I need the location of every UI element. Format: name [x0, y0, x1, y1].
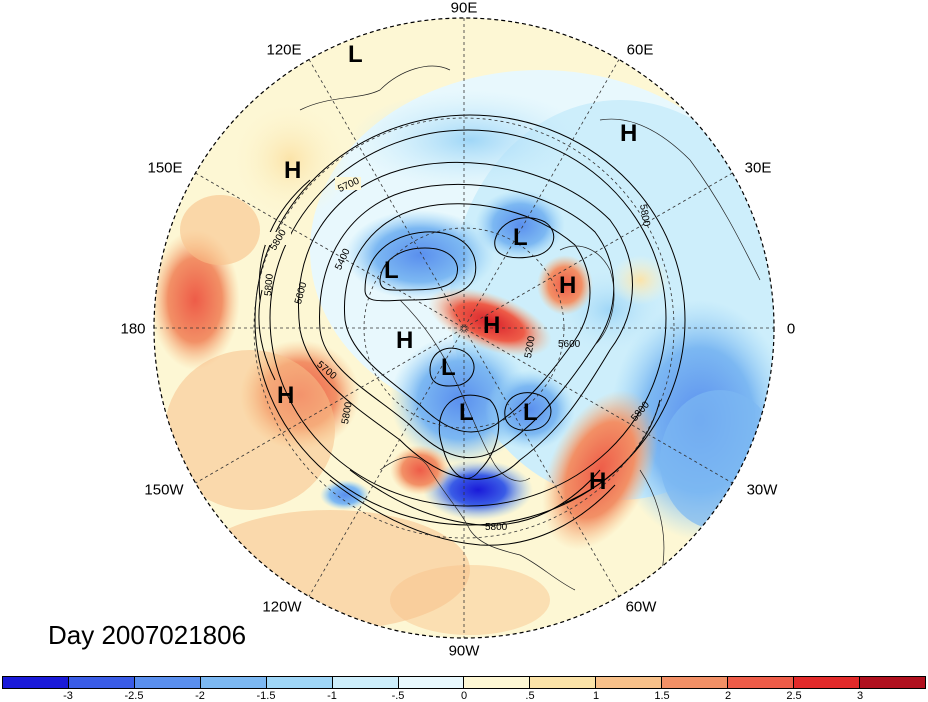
low-center-marker: L	[459, 399, 474, 426]
lon-label-120w: 120W	[262, 598, 302, 616]
high-center-marker: H	[620, 120, 637, 147]
colorbar-tick-label: -1	[327, 690, 337, 702]
colorbar-swatch	[266, 677, 333, 688]
lon-label-90w: 90W	[448, 642, 480, 660]
low-center-marker: L	[384, 257, 399, 284]
colorbar-tick-label: -2	[195, 690, 205, 702]
lon-label-60e: 60E	[626, 41, 654, 59]
colorbar-swatch	[794, 677, 860, 688]
contour-label: 5200	[523, 335, 538, 359]
high-center-marker: H	[483, 312, 500, 339]
contour-label: 5800	[340, 401, 355, 425]
lon-label-0: 0	[786, 320, 796, 338]
colorbar-tick-label: 2	[724, 690, 732, 702]
colorbar-swatch	[68, 677, 135, 688]
lon-label-150e: 150E	[147, 159, 183, 177]
colorbar-swatch	[134, 677, 201, 688]
lon-label-90e: 90E	[450, 0, 478, 17]
colorbar-tick-label: -2.5	[124, 690, 144, 702]
low-center-marker: L	[348, 41, 363, 68]
high-center-marker: H	[396, 327, 413, 354]
colorbar-swatch	[332, 677, 399, 688]
date-label: Day 2007021806	[48, 620, 247, 650]
anomaly-shading	[154, 18, 774, 638]
high-center-marker: H	[284, 157, 301, 184]
map-boundary	[153, 17, 775, 639]
colorbar-swatch	[859, 677, 925, 688]
lon-label-60w: 60W	[625, 598, 657, 616]
colorbar-tick-label: 1.5	[654, 690, 670, 702]
colorbar-tick-label: -.5	[391, 690, 405, 702]
pressure-centers: L H H L L H H H L H L L H	[277, 41, 637, 495]
contour-label: 5600	[558, 339, 581, 350]
colorbar-swatch	[596, 677, 663, 688]
colorbar-tick-label: .5	[525, 690, 535, 702]
colorbar-swatch	[200, 677, 267, 688]
graticule	[154, 18, 774, 638]
contour-label: 5800	[485, 522, 508, 533]
low-center-marker: L	[441, 354, 456, 381]
colorbar-tick-label: 1	[592, 690, 600, 702]
colorbar-tick-label: 3	[856, 690, 864, 702]
high-center-marker: H	[589, 468, 606, 495]
contour-label: 5800	[637, 203, 652, 227]
colorbar-swatch	[662, 677, 729, 688]
high-center-marker: H	[277, 382, 294, 409]
colorbar	[2, 676, 926, 689]
colorbar-swatch	[464, 677, 531, 688]
lon-label-150w: 150W	[144, 481, 184, 499]
colorbar-swatch	[398, 677, 465, 688]
high-center-marker: H	[559, 272, 576, 299]
low-center-marker: L	[513, 224, 528, 251]
lon-label-180: 180	[120, 320, 146, 338]
colorbar-swatch	[3, 677, 69, 688]
lon-label-30e: 30E	[744, 159, 772, 177]
low-center-marker: L	[523, 399, 538, 426]
colorbar-swatch	[728, 677, 795, 688]
colorbar-tick-label: -3	[63, 690, 73, 702]
lon-label-120e: 120E	[266, 41, 302, 59]
colorbar-swatch	[530, 677, 597, 688]
colorbar-tick-label: 2.5	[786, 690, 802, 702]
lon-label-30w: 30W	[746, 481, 778, 499]
contour-label: 5800	[263, 273, 276, 297]
colorbar-tick-label: 0	[460, 690, 468, 702]
colorbar-tick-label: -1.5	[256, 690, 276, 702]
